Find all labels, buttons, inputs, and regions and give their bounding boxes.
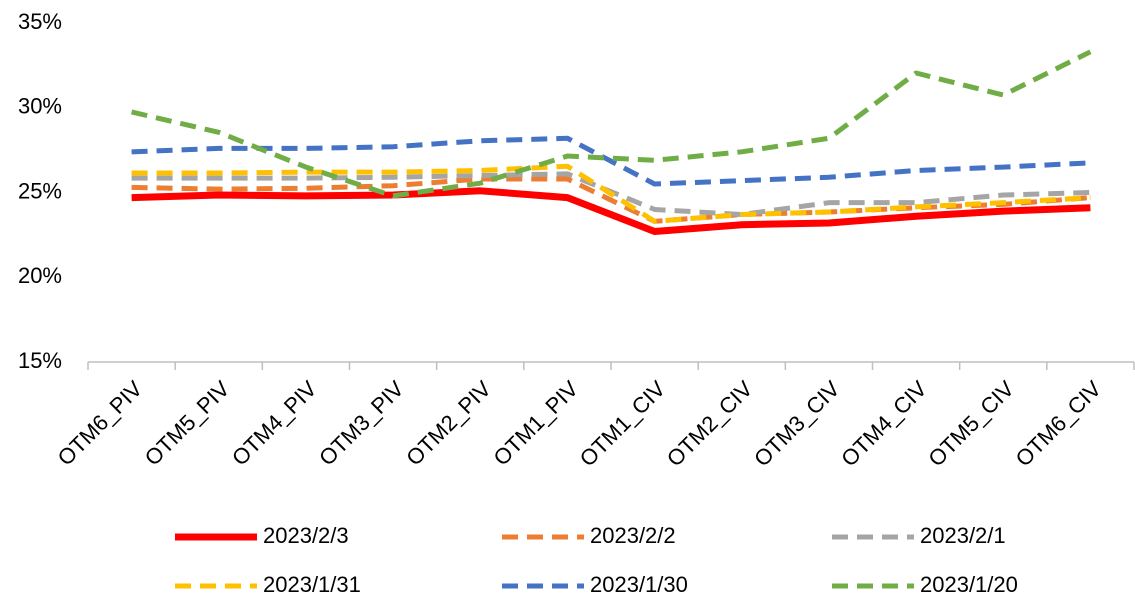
x-tick-label: OTM2_CIV — [662, 376, 758, 472]
x-tick-label: OTM4_PIV — [227, 376, 322, 471]
x-tick-label: OTM1_PIV — [488, 376, 583, 471]
series-line — [131, 135, 1091, 187]
x-tick-label: OTM3_PIV — [314, 376, 409, 471]
x-tick-label: OTM6_PIV — [53, 376, 148, 471]
x-tick-label: OTM5_CIV — [923, 376, 1019, 472]
series-line — [131, 163, 1091, 224]
x-tick-label: OTM2_PIV — [401, 376, 496, 471]
legend-label: 2023/1/30 — [590, 572, 688, 597]
x-tick-label: OTM6_CIV — [1011, 376, 1107, 472]
legend-label: 2023/2/1 — [920, 523, 1006, 548]
legend-label: 2023/2/3 — [263, 523, 349, 548]
y-tick-label: 15% — [18, 348, 62, 373]
x-tick-label: OTM4_CIV — [836, 376, 932, 472]
x-tick-label: OTM3_CIV — [749, 376, 845, 472]
legend-label: 2023/1/20 — [920, 572, 1018, 597]
y-tick-label: 25% — [18, 178, 62, 203]
y-tick-label: 30% — [18, 94, 62, 119]
series-line — [131, 187, 1091, 235]
legend-label: 2023/1/31 — [263, 572, 361, 597]
legend-label: 2023/2/2 — [590, 523, 676, 548]
x-tick-label: OTM1_CIV — [575, 376, 671, 472]
series-line — [131, 49, 1092, 199]
x-tick-label: OTM5_PIV — [140, 376, 235, 471]
y-tick-label: 20% — [18, 263, 62, 288]
y-tick-label: 35% — [18, 9, 62, 34]
